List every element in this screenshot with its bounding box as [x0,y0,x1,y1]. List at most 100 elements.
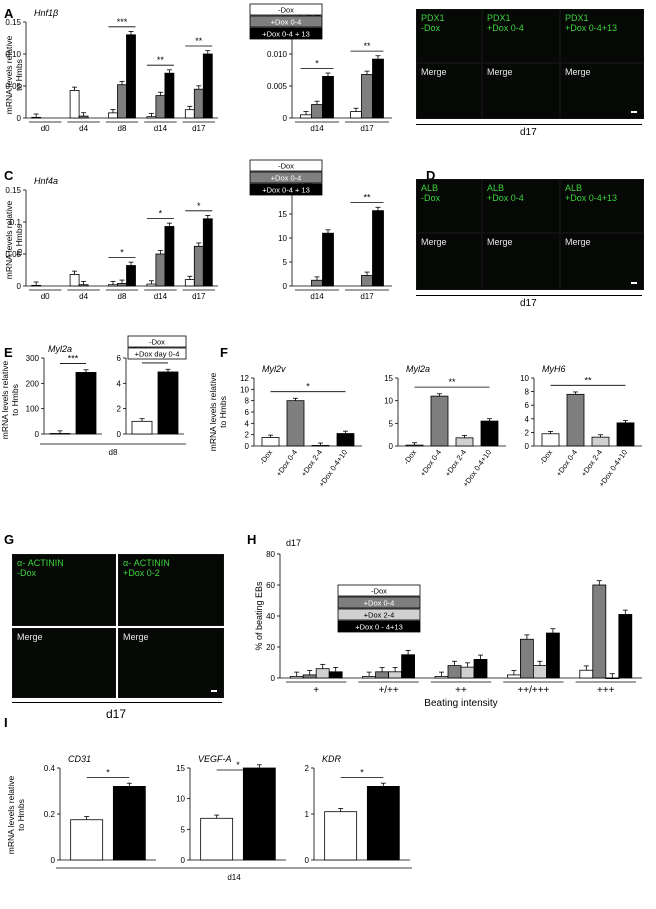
x-tick-label: d17 [360,292,374,301]
y-axis-label: mRNA levels relative [208,373,218,452]
bar [289,676,304,679]
y-tick-label: 0.05 [5,82,21,91]
bar [112,786,146,861]
y-axis-label: to Hmbs [10,384,20,416]
chart-title: KDR [322,754,342,764]
y-tick-label: 15 [384,374,393,383]
legend-swatch [337,620,421,633]
micrograph-b3: PDX1 +Dox 0-4+13 [560,9,644,63]
x-tick-label: -Dox [538,448,555,466]
x-tick-label: d8 [118,292,127,301]
y-tick-label: 100 [26,405,40,414]
bar [520,638,534,679]
bar [315,668,330,679]
bar [155,95,166,119]
micrograph-d5: Merge [482,233,560,290]
bar [78,284,89,287]
y-tick-label: 0 [51,856,56,865]
legend-swatch [127,347,187,360]
legend-c: -Dox +Dox 0-4 +Dox 0-4 + 13 [249,159,323,196]
bar [31,284,42,287]
x-tick-label: d14 [310,292,324,301]
micrograph-b5: Merge [482,63,560,119]
y-tick-label: 0 [525,442,530,451]
micrograph-caption-g: d17 [106,707,127,721]
micrograph-b2: PDX1 +Dox 0-4 [482,9,560,63]
x-tick-label: d4 [79,292,88,301]
bar [401,654,416,679]
bar [388,671,403,679]
y-tick-label: 0 [283,114,288,123]
y-axis-label: to Hmbs [14,59,24,91]
micrograph-label: ALB +Dox 0-4+13 [565,183,618,203]
micrograph-label: PDX1 +Dox 0-4+13 [565,13,618,33]
chart-title: Hnf4a [34,176,58,186]
bar [164,226,175,287]
legend-swatch [337,596,421,609]
y-tick-label: 0 [181,856,186,865]
bar [375,671,390,679]
y-tick-label: 4 [117,379,122,388]
bar [126,34,136,119]
legend-swatch [249,15,323,28]
micrograph-label: α- ACTININ -Dox [17,558,64,578]
y-tick-label: 0.05 [5,250,21,259]
micrograph-caption-d: d17 [520,298,537,309]
y-tick-label: 15 [278,210,287,219]
bar [108,112,118,119]
chart-title: Myl2v [262,364,286,374]
panel-letter-g: G [4,532,15,547]
micrograph-label: PDX1 +Dox 0-4 [487,13,524,33]
micrograph-d2: ALB +Dox 0-4 [482,179,560,233]
bar [566,393,585,447]
chart-title: Myl2a [48,344,72,354]
bar [480,420,499,447]
bar [126,265,136,287]
significance-label: ** [448,377,456,387]
x-tick-label: ++ [455,685,467,696]
y-tick-label: 10 [520,374,529,383]
y-tick-label: 0.4 [44,764,56,773]
bar [328,671,343,679]
bar [366,786,400,861]
x-tick-label: +Dox 0-4 [274,448,299,478]
y-tick-label: 0.10 [5,50,21,59]
bar [193,88,204,119]
y-tick-label: 4 [525,415,530,424]
scale-bar [631,282,637,284]
bar [131,420,153,435]
legend-a: -Dox +Dox 0-4 +Dox 0-4 + 13 [249,3,323,40]
y-tick-label: 0 [117,430,122,439]
micrograph-label: PDX1 -Dox [421,13,445,33]
micrograph-label: Merge [123,632,149,642]
panel-letter-f: F [220,345,228,360]
y-axis-label: mRNA levels relative [6,776,16,855]
caption-line [12,702,222,703]
legend-swatch [249,159,323,172]
x-tick-label: d17 [360,124,374,133]
x-tick-label: +++ [597,685,615,696]
bar [117,84,127,119]
bar [405,444,424,447]
legend-label: +Dox 0-4 [271,18,302,27]
chart-title: CD31 [68,754,91,764]
y-tick-label: 40 [266,612,275,621]
bar [302,674,317,679]
y-tick-label: 0 [283,282,288,291]
legend-label: -Dox [371,587,387,596]
significance-label: * [120,248,124,258]
legend-swatch [249,3,323,16]
legend-label: -Dox [149,338,165,347]
bar [261,437,280,447]
bar [31,116,42,119]
y-axis-label: mRNA levels relative [0,361,10,440]
micrograph-g4: Merge [118,628,224,698]
bar [322,76,334,119]
legend-label: -Dox [278,6,294,15]
x-tick-label: d8 [118,124,127,133]
panel-letter-i: I [4,715,8,730]
legend-swatch [337,584,421,597]
significance-label: *** [68,353,79,363]
significance-label: * [159,208,163,218]
